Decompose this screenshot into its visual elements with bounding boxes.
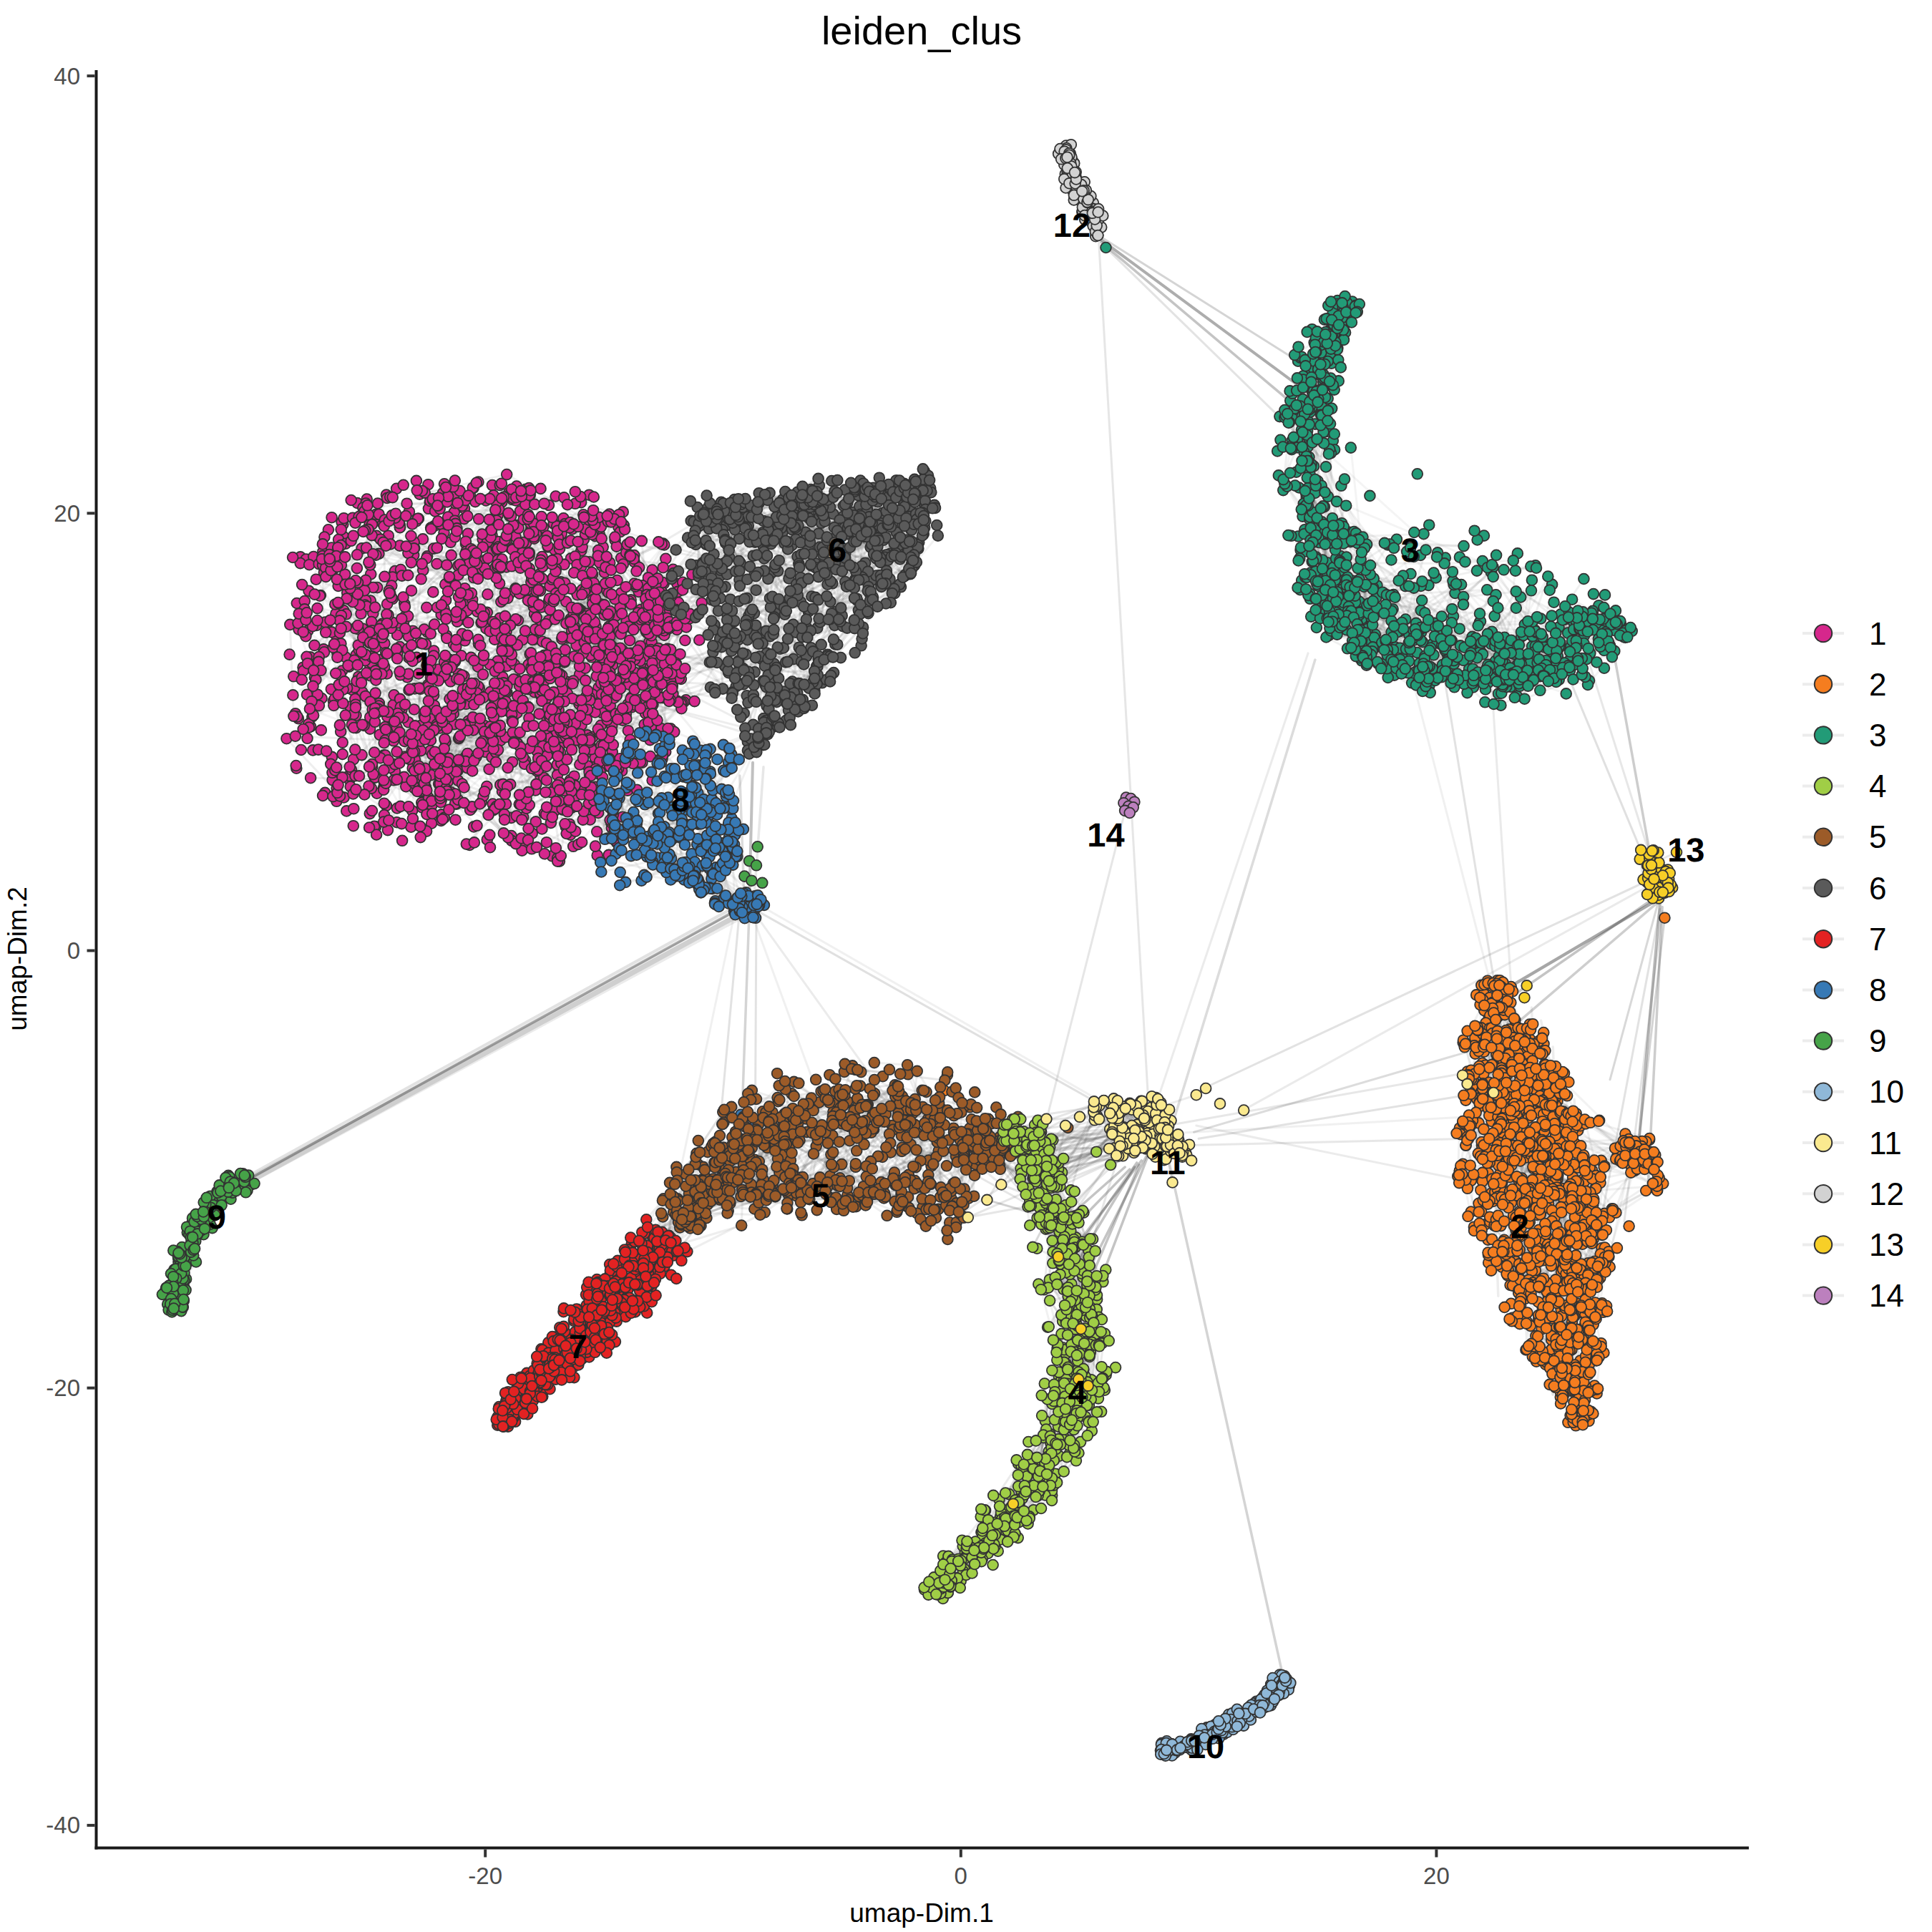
svg-text:40: 40 <box>54 63 80 89</box>
svg-text:5: 5 <box>811 1176 830 1214</box>
svg-text:umap-Dim.1: umap-Dim.1 <box>849 1898 994 1928</box>
svg-text:1: 1 <box>1869 616 1886 651</box>
svg-text:leiden_clus: leiden_clus <box>821 8 1022 53</box>
svg-text:umap-Dim.2: umap-Dim.2 <box>3 887 32 1031</box>
svg-text:1: 1 <box>414 645 433 683</box>
svg-text:9: 9 <box>208 1198 226 1236</box>
svg-text:20: 20 <box>1423 1863 1450 1889</box>
svg-text:12: 12 <box>1053 206 1091 244</box>
svg-text:14: 14 <box>1869 1278 1904 1313</box>
svg-text:5: 5 <box>1869 819 1886 854</box>
svg-text:11: 11 <box>1150 1143 1186 1181</box>
svg-text:13: 13 <box>1667 831 1704 869</box>
svg-text:6: 6 <box>1869 871 1886 906</box>
svg-text:2: 2 <box>1869 667 1886 702</box>
svg-text:11: 11 <box>1869 1126 1902 1161</box>
svg-text:14: 14 <box>1087 816 1124 854</box>
svg-text:12: 12 <box>1869 1176 1904 1211</box>
svg-text:6: 6 <box>828 531 847 569</box>
svg-text:8: 8 <box>1869 972 1886 1008</box>
svg-text:20: 20 <box>54 500 80 527</box>
svg-text:4: 4 <box>1068 1373 1087 1411</box>
svg-text:13: 13 <box>1869 1227 1904 1262</box>
svg-text:10: 10 <box>1187 1727 1224 1765</box>
svg-text:0: 0 <box>955 1863 967 1889</box>
svg-text:3: 3 <box>1401 531 1420 569</box>
svg-text:7: 7 <box>1869 922 1886 957</box>
svg-text:-40: -40 <box>46 1812 80 1838</box>
svg-text:3: 3 <box>1869 718 1886 753</box>
svg-text:2: 2 <box>1511 1207 1529 1245</box>
svg-text:9: 9 <box>1869 1023 1886 1058</box>
svg-text:0: 0 <box>67 937 80 964</box>
svg-text:8: 8 <box>671 781 690 819</box>
svg-text:7: 7 <box>569 1327 587 1365</box>
svg-text:10: 10 <box>1869 1074 1904 1109</box>
svg-text:4: 4 <box>1869 769 1886 804</box>
svg-text:-20: -20 <box>46 1375 80 1401</box>
svg-text:-20: -20 <box>468 1863 502 1889</box>
